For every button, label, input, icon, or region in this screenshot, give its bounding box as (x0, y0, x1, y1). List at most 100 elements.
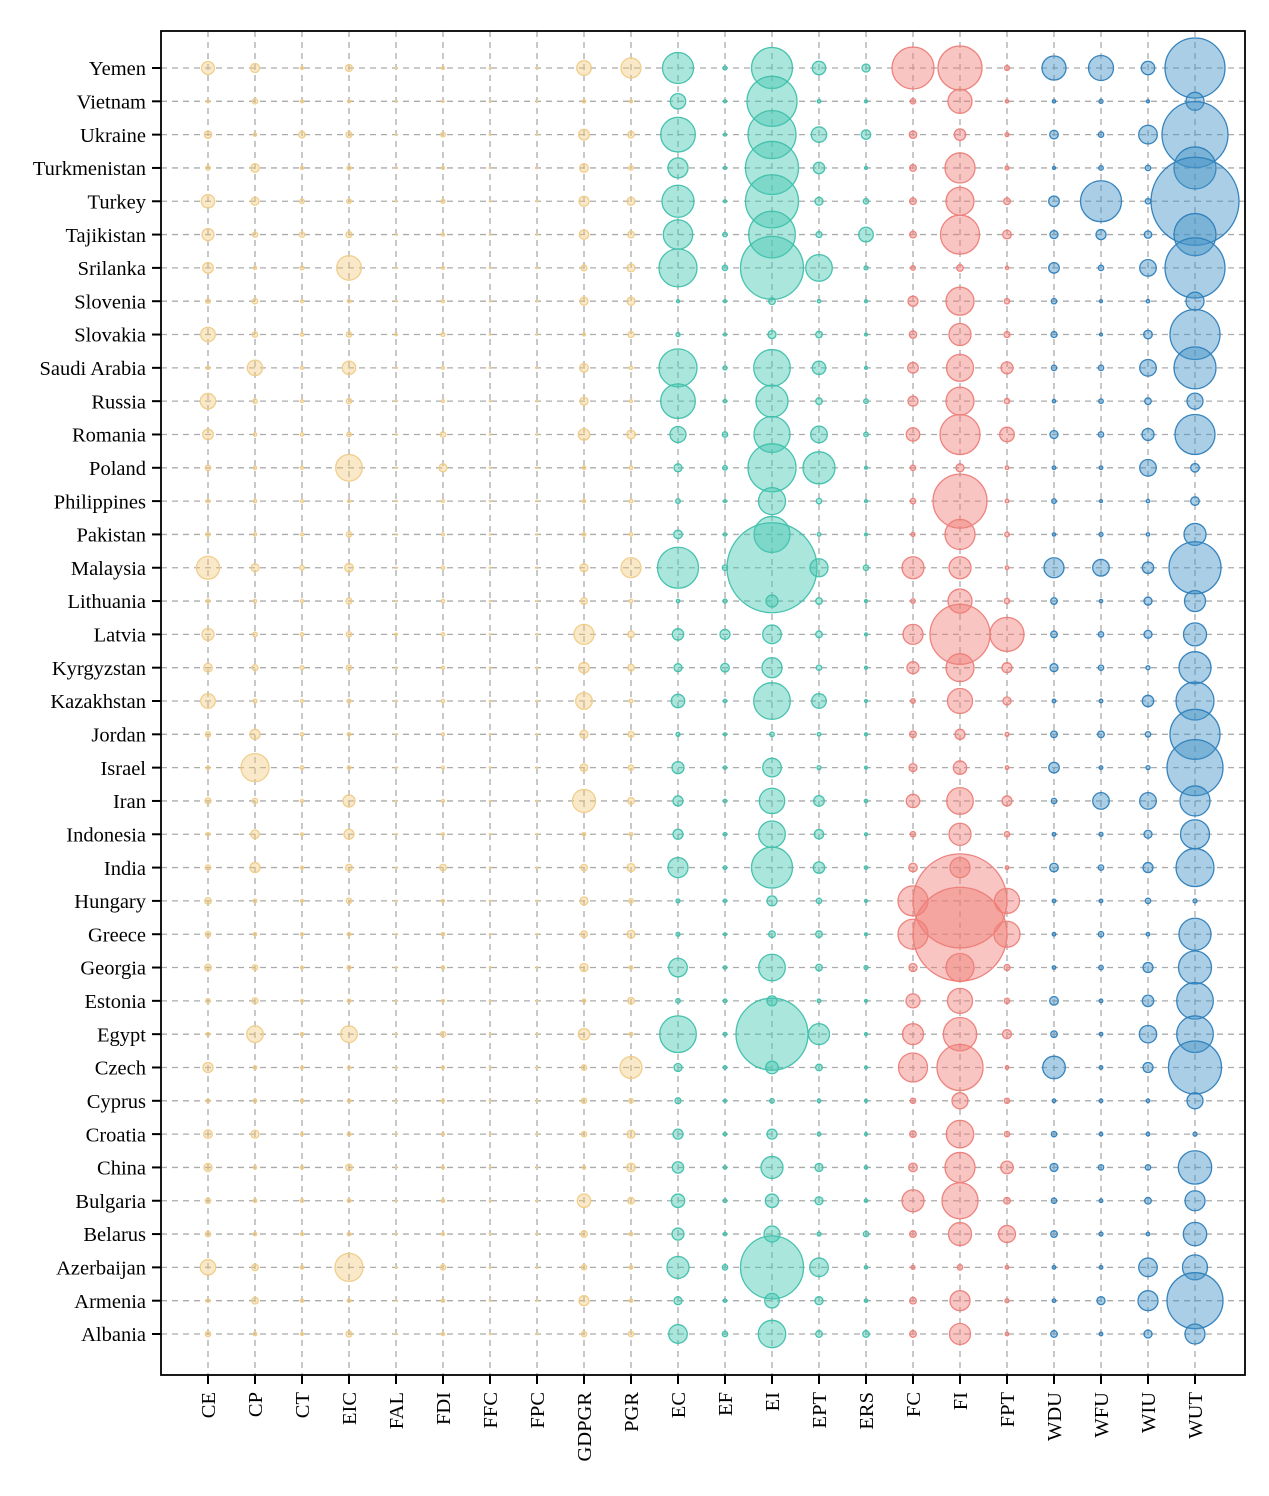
bubble (251, 997, 259, 1005)
bubble (1175, 847, 1215, 888)
bubble (863, 964, 869, 971)
bubble (951, 1092, 969, 1110)
bubble (1178, 917, 1212, 951)
bubble (1051, 98, 1057, 104)
bubble (721, 564, 729, 572)
y-tick-label: Slovenia (74, 291, 146, 313)
bubble (909, 1097, 917, 1105)
bubble (440, 898, 446, 904)
bubble (535, 66, 539, 70)
bubble (205, 99, 211, 104)
bubble (1098, 698, 1104, 704)
x-tick-label: WIU (1138, 1392, 1160, 1433)
bubble (299, 832, 305, 837)
bubble (394, 699, 398, 703)
bubble (299, 1098, 305, 1104)
bubble (1144, 1196, 1152, 1205)
bubble (299, 198, 305, 205)
bubble (1139, 458, 1157, 477)
bubble (346, 198, 352, 205)
bubble (488, 966, 492, 969)
bubble (345, 1163, 353, 1172)
plot-border (160, 30, 1246, 1376)
bubble (346, 731, 352, 737)
bubble (488, 333, 492, 336)
bubble (1049, 429, 1059, 440)
y-tick-label: Kyrgyzstan (52, 658, 146, 680)
bubble (202, 261, 214, 274)
bubble (346, 1065, 352, 1070)
bubble (909, 497, 917, 505)
bubble (488, 299, 492, 303)
bubble (440, 798, 446, 804)
bubble (863, 1265, 869, 1270)
bubble (488, 599, 492, 603)
bubble (346, 931, 352, 937)
bubble (758, 953, 786, 982)
bubble (1098, 164, 1104, 171)
x-tick-label: WUT (1185, 1392, 1207, 1439)
bubble (758, 787, 786, 815)
bubble (909, 197, 917, 206)
bubble (1051, 898, 1057, 904)
x-tick-label: FI (950, 1392, 972, 1410)
bubble (1051, 465, 1057, 471)
bubble (906, 661, 920, 675)
bubble (628, 365, 634, 371)
bubble (204, 1330, 212, 1338)
bubble (345, 1330, 353, 1338)
bubble (1003, 997, 1011, 1005)
bubble (581, 531, 587, 537)
bubble (765, 594, 779, 608)
bubble (252, 1231, 258, 1237)
bubble (346, 1298, 352, 1304)
bubble (346, 1198, 352, 1204)
bubble (1176, 1015, 1214, 1054)
y-axis-labels: Yemen Vietnam Ukraine Turkmenistan Turkey Taj… (33, 58, 147, 1346)
bubble (440, 232, 446, 237)
bubble (722, 1165, 728, 1170)
bubble (1051, 831, 1057, 837)
bubble (252, 498, 258, 504)
bubble (488, 1132, 492, 1136)
bubble (252, 132, 258, 137)
bubble (581, 831, 587, 837)
bubble (342, 794, 356, 808)
bubble (1004, 1264, 1010, 1270)
bubble (675, 598, 681, 604)
bubble (947, 88, 973, 114)
bubble (628, 698, 634, 704)
bubble (1049, 995, 1059, 1006)
bubble (673, 1296, 683, 1306)
bubble (580, 863, 588, 872)
bubble (945, 1119, 975, 1149)
bubble (299, 998, 305, 1003)
bubble (949, 1290, 971, 1312)
bubble (907, 361, 919, 374)
bubble (812, 161, 826, 175)
bubble (205, 531, 211, 538)
bubble (815, 664, 823, 672)
bubble (722, 831, 728, 837)
bubble (767, 329, 777, 340)
bubble (721, 264, 729, 272)
bubble (336, 254, 362, 281)
bubble (581, 498, 587, 504)
bubble (627, 1196, 635, 1205)
bubble (910, 1264, 916, 1271)
bubble (535, 832, 539, 836)
bubble (762, 757, 782, 778)
bubble (1164, 237, 1226, 299)
bubble (1169, 708, 1221, 760)
bubble (440, 1198, 446, 1204)
y-tick-label: Azerbaijan (56, 1258, 146, 1280)
bubble (666, 1255, 690, 1280)
bubble (813, 828, 825, 840)
bubble (1051, 965, 1057, 970)
bubble (907, 295, 919, 307)
bubble (755, 384, 789, 418)
bubble (1182, 622, 1208, 647)
bubble (439, 1030, 447, 1038)
bubble (439, 863, 447, 872)
bubble (1003, 297, 1011, 305)
